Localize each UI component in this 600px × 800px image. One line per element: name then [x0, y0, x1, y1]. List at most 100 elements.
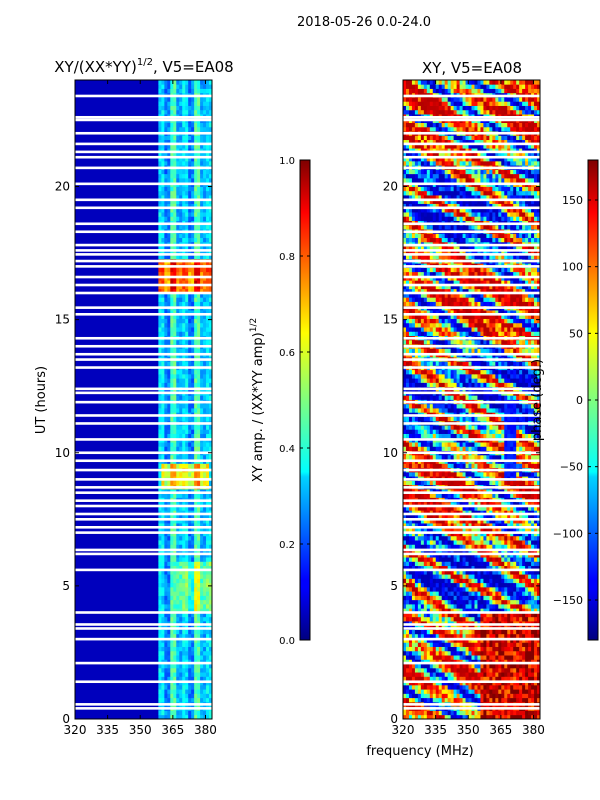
amplitude-cell: [194, 416, 198, 422]
amplitude-cell: [173, 177, 177, 183]
amplitude-cell: [191, 608, 195, 613]
phase-cell: [411, 655, 416, 660]
amplitude-cell: [197, 327, 201, 332]
amplitude-cell: [182, 173, 186, 179]
phase-cell: [480, 527, 484, 532]
amplitude-cell: [170, 152, 174, 158]
amplitude-cell: [185, 254, 189, 260]
amplitude-cell: [179, 143, 183, 149]
amplitude-cell: [209, 518, 213, 524]
amplitude-cell: [206, 582, 210, 588]
amplitude-cell: [191, 186, 195, 192]
phase-cell: [495, 616, 499, 622]
amplitude-cell: [167, 160, 171, 166]
amplitude-colorbar-gradient: [299, 159, 311, 641]
amplitude-cell: [197, 297, 201, 302]
phase-cell: [531, 672, 535, 677]
phase-cell: [501, 663, 505, 669]
amplitude-cell: [197, 190, 201, 196]
phase-cell: [510, 574, 514, 579]
amplitude-cell: [194, 327, 198, 332]
phase-cell: [507, 544, 511, 549]
amplitude-cell: [194, 425, 198, 430]
phase-cell: [456, 693, 460, 699]
phase-cell: [411, 569, 416, 575]
phase-cell: [483, 569, 487, 575]
phase-cell: [432, 612, 437, 618]
phase-cell: [417, 565, 422, 571]
amplitude-cell: [203, 314, 207, 319]
phase-cell: [417, 599, 422, 605]
amplitude-cell: [164, 318, 168, 324]
phase-cell: [480, 616, 484, 622]
amplitude-cell: [197, 250, 201, 256]
amplitude-cell: [194, 250, 198, 256]
phase-cell: [408, 608, 413, 613]
amplitude-cell: [161, 105, 165, 111]
amplitude-cell: [194, 591, 198, 596]
amplitude-cell: [164, 646, 168, 652]
phase-cell: [462, 595, 466, 601]
amplitude-cell: [185, 143, 189, 149]
amplitude-cell: [197, 339, 201, 345]
phase-cell: [537, 565, 541, 571]
amplitude-cell: [200, 97, 204, 102]
phase-cell: [450, 650, 455, 656]
phase-cell: [534, 527, 538, 532]
amplitude-cell: [188, 535, 192, 541]
phase-cell: [414, 574, 419, 579]
phase-cell: [453, 710, 458, 716]
amplitude-cell: [194, 139, 198, 145]
phase-cell: [513, 689, 517, 694]
phase-cell: [438, 595, 443, 601]
phase-cell: [403, 582, 407, 588]
amplitude-cell: [206, 646, 210, 652]
phase-cell: [528, 586, 532, 592]
amplitude-cell: [191, 650, 195, 656]
amplitude-cell: [179, 156, 183, 162]
amplitude-cell: [194, 246, 198, 251]
phase-cell: [504, 544, 508, 549]
amplitude-cell: [197, 318, 201, 324]
amplitude-cell: [209, 603, 213, 609]
phase-cell: [528, 684, 532, 690]
amplitude-cell: [164, 186, 168, 192]
phase-cell: [423, 569, 428, 575]
amplitude-cell: [170, 569, 174, 575]
phase-cell: [408, 582, 413, 588]
amplitude-cell: [158, 540, 162, 545]
amplitude-cell: [194, 629, 198, 635]
amplitude-cell: [182, 629, 186, 635]
phase-cell: [426, 586, 431, 592]
amplitude-cell: [173, 663, 177, 669]
amplitude-cell: [179, 629, 183, 635]
amplitude-cell: [167, 284, 171, 290]
amplitude-cell: [164, 463, 168, 469]
phase-cell: [480, 544, 484, 549]
phase-cell: [537, 684, 541, 690]
amplitude-cell: [188, 710, 192, 716]
amplitude-cell: [176, 339, 180, 345]
amplitude-cell: [161, 237, 165, 243]
phase-cell: [450, 523, 455, 528]
amplitude-cell: [206, 595, 210, 601]
phase-cell: [477, 655, 481, 660]
amplitude-cell: [185, 633, 189, 639]
phase-cell: [513, 693, 517, 699]
amplitude-cell: [206, 369, 210, 375]
amplitude-cell: [191, 143, 195, 149]
phase-cell: [405, 603, 410, 609]
amplitude-cell: [161, 586, 165, 592]
amplitude-cell: [194, 586, 198, 592]
amplitude-cell: [203, 518, 207, 524]
phase-cell: [534, 646, 538, 652]
amplitude-cell: [167, 216, 171, 221]
amplitude-cell: [200, 126, 204, 132]
amplitude-cell: [179, 212, 183, 217]
phase-cell: [468, 518, 472, 524]
amplitude-cell: [197, 288, 201, 294]
phase-cell: [492, 646, 496, 652]
phase-cell: [420, 710, 425, 716]
phase-cell: [438, 642, 443, 647]
amplitude-cell: [194, 177, 198, 183]
